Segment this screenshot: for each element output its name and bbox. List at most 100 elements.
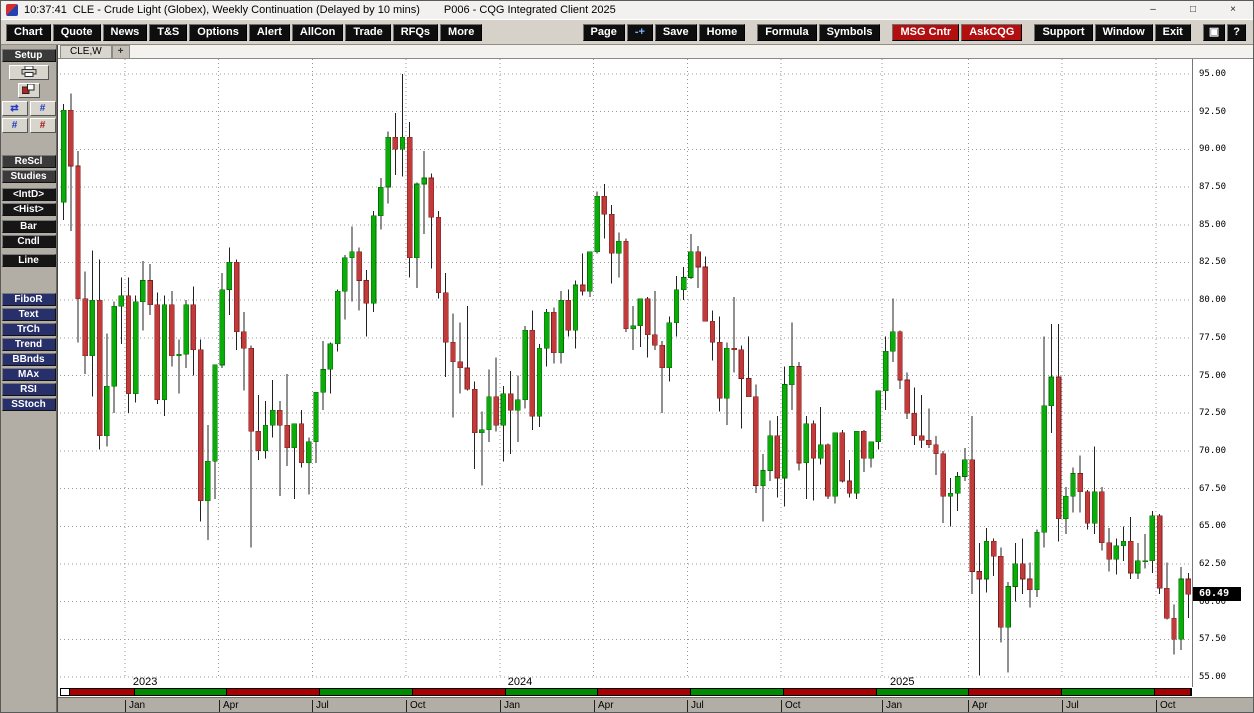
sidebar-button-rescale[interactable]: ReScl bbox=[1, 155, 56, 168]
toolbar-button-home[interactable]: Home bbox=[698, 23, 746, 41]
toolbar-button-page-nav[interactable]: -+ bbox=[626, 23, 653, 41]
toolbar-button-formula[interactable]: Formula bbox=[757, 23, 817, 41]
toolbar-button-chart[interactable]: Chart bbox=[6, 23, 51, 41]
toolbar-button-symbols[interactable]: Symbols bbox=[818, 23, 881, 41]
candle bbox=[623, 238, 629, 332]
toolbar-button-support[interactable]: Support bbox=[1034, 23, 1093, 41]
grid-button-1[interactable]: # bbox=[1, 118, 28, 133]
scale-vertical-button[interactable]: # bbox=[29, 101, 56, 116]
help-button[interactable]: ? bbox=[1227, 23, 1246, 41]
candle bbox=[796, 361, 802, 471]
candle bbox=[565, 289, 571, 337]
restore-window-button[interactable]: ▣ bbox=[1202, 23, 1226, 41]
candlestick-chart[interactable]: 2023 2024 2025 bbox=[60, 59, 1192, 687]
toolbar-button-page[interactable]: Page bbox=[582, 23, 625, 41]
sidebar-button-candle-type[interactable]: Cndl bbox=[1, 235, 56, 248]
candle bbox=[536, 343, 543, 427]
toolbar-button-more[interactable]: More bbox=[440, 23, 483, 41]
maximize-button[interactable]: □ bbox=[1173, 1, 1213, 19]
price-tick: 85.00 bbox=[1199, 220, 1227, 230]
candle bbox=[190, 286, 197, 376]
price-tick: 80.00 bbox=[1199, 295, 1227, 305]
sidebar-button-intraday[interactable]: <IntD> bbox=[1, 188, 56, 201]
sidebar-button-trend-line[interactable]: Trend bbox=[1, 338, 56, 351]
sidebar-button-historical[interactable]: <Hist> bbox=[1, 203, 56, 216]
toolbar-button-window[interactable]: Window bbox=[1094, 23, 1153, 41]
candle bbox=[1041, 336, 1047, 548]
candle bbox=[233, 259, 240, 350]
candle bbox=[724, 342, 730, 426]
toolbar-button-t-s[interactable]: T&S bbox=[149, 23, 188, 41]
toolbar-button-exit[interactable]: Exit bbox=[1154, 23, 1191, 41]
candle bbox=[810, 420, 817, 501]
time-tick: Oct bbox=[781, 700, 801, 712]
toolbar-button-alert[interactable]: Alert bbox=[248, 23, 290, 41]
sidebar-button-rsi-study[interactable]: RSI bbox=[1, 383, 56, 396]
sidebar-button-setup[interactable]: Setup bbox=[1, 49, 56, 62]
candle bbox=[500, 386, 507, 462]
timeline-segment bbox=[1154, 689, 1192, 695]
minimize-button[interactable]: – bbox=[1133, 1, 1173, 19]
candle bbox=[702, 256, 709, 322]
candle bbox=[1027, 562, 1033, 608]
toolbar-button-rfqs[interactable]: RFQs bbox=[392, 23, 439, 41]
grid-button-2[interactable]: # bbox=[29, 118, 56, 133]
toolbar-button-news[interactable]: News bbox=[102, 23, 148, 41]
toolbar-button-msg-cntr[interactable]: MSG Cntr bbox=[892, 23, 960, 41]
candle bbox=[1063, 487, 1069, 534]
candle bbox=[673, 276, 680, 337]
toolbar-button-save[interactable]: Save bbox=[654, 23, 697, 41]
scale-horizontal-button[interactable]: ⇄ bbox=[1, 101, 28, 116]
candle bbox=[738, 345, 745, 429]
sidebar-button-trend-channel[interactable]: TrCh bbox=[1, 323, 56, 336]
candle bbox=[406, 122, 413, 278]
candle bbox=[594, 191, 600, 254]
tab-cle-w[interactable]: CLE,W bbox=[60, 45, 112, 58]
candle bbox=[442, 273, 449, 377]
candle bbox=[197, 339, 204, 522]
toolbar-button-allcon[interactable]: AllCon bbox=[291, 23, 344, 41]
candle bbox=[666, 316, 673, 382]
candle bbox=[96, 259, 103, 450]
candle bbox=[363, 270, 370, 337]
candle bbox=[890, 298, 896, 362]
close-button[interactable]: × bbox=[1213, 1, 1253, 19]
timeline bbox=[58, 687, 1253, 697]
time-axis[interactable]: Jan Apr Jul Oct Jan Apr Jul Oct Jan Apr Jul Oct bbox=[58, 697, 1253, 712]
timeline-thumb[interactable] bbox=[61, 689, 70, 695]
toolbar-button-quote[interactable]: Quote bbox=[52, 23, 101, 41]
toolbar-button-askcqg[interactable]: AskCQG bbox=[961, 23, 1023, 41]
sidebar-button-line-type[interactable]: Line bbox=[1, 254, 56, 267]
price-tick: 62.50 bbox=[1199, 559, 1227, 569]
titlebar: 10:37:41 CLE - Crude Light (Globex), Wee… bbox=[1, 1, 1253, 19]
price-axis[interactable]: 95.00 92.50 90.00 87.50 85.00 82.50 80.00 77.50… bbox=[1192, 59, 1253, 687]
timeline-segment bbox=[783, 689, 877, 695]
price-tick: 82.50 bbox=[1199, 257, 1227, 267]
toolbar-button-trade[interactable]: Trade bbox=[345, 23, 391, 41]
time-tick: Oct bbox=[1156, 700, 1176, 712]
price-tick: 75.00 bbox=[1199, 371, 1227, 381]
candle bbox=[75, 150, 81, 343]
toolbar-button-options[interactable]: Options bbox=[189, 23, 247, 41]
grid-button-1-icon: # bbox=[11, 119, 18, 131]
sidebar-button-studies[interactable]: Studies bbox=[1, 170, 56, 183]
timeline-strip[interactable] bbox=[60, 688, 1192, 696]
candle bbox=[356, 247, 362, 311]
chart-area: 2023 2024 2025 95.00 92.50 90.00 87.50 85.00 82… bbox=[58, 59, 1253, 687]
sidebar-button-link-pages[interactable] bbox=[17, 83, 40, 98]
candle bbox=[205, 425, 211, 540]
time-tick: Oct bbox=[406, 700, 426, 712]
sidebar-button-print[interactable] bbox=[8, 65, 49, 80]
candle bbox=[529, 310, 535, 430]
sidebar-button-slow-stochastic[interactable]: SStoch bbox=[1, 398, 56, 411]
add-tab-button[interactable]: + bbox=[111, 45, 130, 58]
sidebar-button-moving-averages[interactable]: MAx bbox=[1, 368, 56, 381]
price-tick: 67.50 bbox=[1199, 484, 1227, 494]
timeline-segment bbox=[691, 689, 784, 695]
sidebar-button-bollinger-bands[interactable]: BBnds bbox=[1, 353, 56, 366]
sidebar-button-fibo-retracement[interactable]: FiboR bbox=[1, 293, 56, 306]
sidebar-button-text-tool[interactable]: Text bbox=[1, 308, 56, 321]
sidebar-button-bar-type[interactable]: Bar bbox=[1, 220, 56, 233]
candle bbox=[291, 423, 297, 500]
candle bbox=[450, 313, 456, 418]
